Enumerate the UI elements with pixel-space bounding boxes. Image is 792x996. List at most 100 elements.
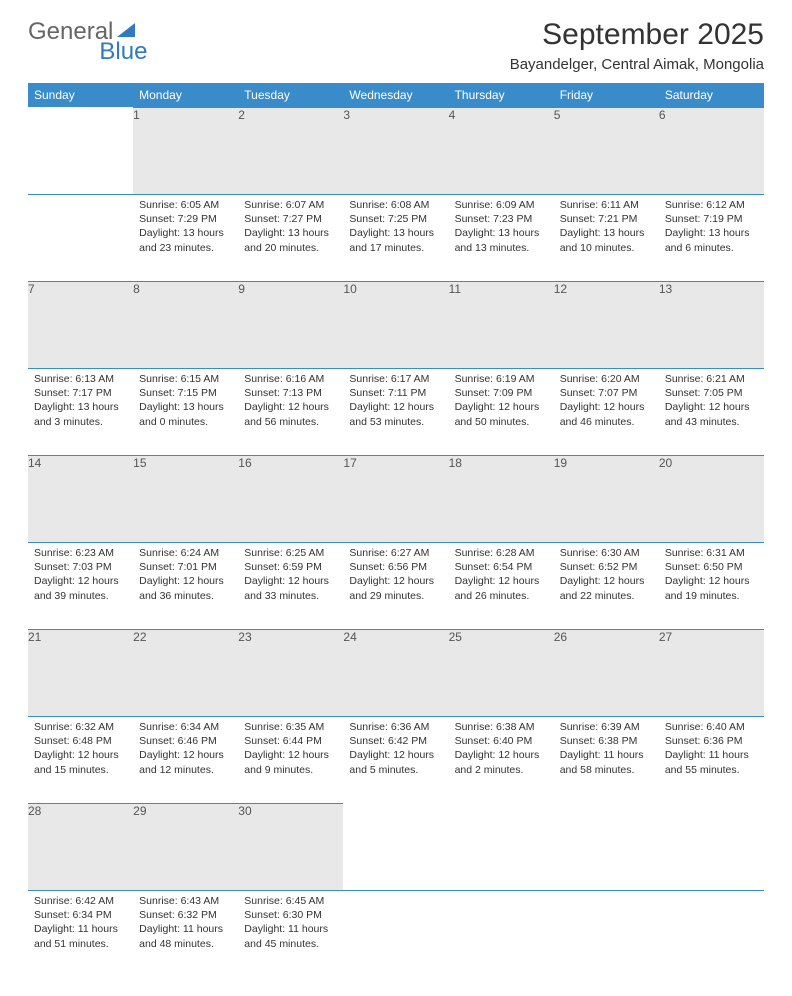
day-number-cell: 26 xyxy=(554,630,659,717)
day-info-cell: Sunrise: 6:09 AMSunset: 7:23 PMDaylight:… xyxy=(449,195,554,282)
day-info: Sunrise: 6:27 AMSunset: 6:56 PMDaylight:… xyxy=(343,543,448,609)
title-block: September 2025 Bayandelger, Central Aima… xyxy=(510,18,764,73)
day-number-cell: 9 xyxy=(238,282,343,369)
day-info-cell: Sunrise: 6:40 AMSunset: 6:36 PMDaylight:… xyxy=(659,717,764,804)
sunrise-text: Sunrise: 6:24 AM xyxy=(139,546,232,560)
day-number-cell: 17 xyxy=(343,456,448,543)
day-info: Sunrise: 6:43 AMSunset: 6:32 PMDaylight:… xyxy=(133,891,238,957)
daylight-text: Daylight: 13 hours and 0 minutes. xyxy=(139,400,232,428)
day-info: Sunrise: 6:42 AMSunset: 6:34 PMDaylight:… xyxy=(28,891,133,957)
day-info-cell xyxy=(28,195,133,282)
brand-logo: General Blue xyxy=(28,18,183,46)
day-info: Sunrise: 6:17 AMSunset: 7:11 PMDaylight:… xyxy=(343,369,448,435)
brand-text-part2: Blue xyxy=(99,38,147,66)
daylight-text: Daylight: 11 hours and 55 minutes. xyxy=(665,748,758,776)
day-info xyxy=(449,891,554,900)
day-number-cell: 7 xyxy=(28,282,133,369)
sunset-text: Sunset: 7:07 PM xyxy=(560,386,653,400)
day-number-cell: 20 xyxy=(659,456,764,543)
weekday-header: Thursday xyxy=(449,83,554,108)
day-number-cell: 8 xyxy=(133,282,238,369)
day-info: Sunrise: 6:28 AMSunset: 6:54 PMDaylight:… xyxy=(449,543,554,609)
daylight-text: Daylight: 12 hours and 5 minutes. xyxy=(349,748,442,776)
day-info: Sunrise: 6:05 AMSunset: 7:29 PMDaylight:… xyxy=(133,195,238,261)
day-number-cell xyxy=(659,804,764,891)
sunset-text: Sunset: 7:11 PM xyxy=(349,386,442,400)
day-info: Sunrise: 6:12 AMSunset: 7:19 PMDaylight:… xyxy=(659,195,764,261)
day-number-row: 21222324252627 xyxy=(28,630,764,717)
day-info-cell: Sunrise: 6:27 AMSunset: 6:56 PMDaylight:… xyxy=(343,543,448,630)
sunrise-text: Sunrise: 6:36 AM xyxy=(349,720,442,734)
day-number-cell: 27 xyxy=(659,630,764,717)
sunrise-text: Sunrise: 6:40 AM xyxy=(665,720,758,734)
sunset-text: Sunset: 7:25 PM xyxy=(349,212,442,226)
daylight-text: Daylight: 12 hours and 19 minutes. xyxy=(665,574,758,602)
sunset-text: Sunset: 7:09 PM xyxy=(455,386,548,400)
day-number-row: 14151617181920 xyxy=(28,456,764,543)
sunset-text: Sunset: 7:29 PM xyxy=(139,212,232,226)
sunset-text: Sunset: 7:03 PM xyxy=(34,560,127,574)
day-number-cell xyxy=(449,804,554,891)
day-info-cell: Sunrise: 6:23 AMSunset: 7:03 PMDaylight:… xyxy=(28,543,133,630)
sunset-text: Sunset: 7:17 PM xyxy=(34,386,127,400)
sunset-text: Sunset: 6:54 PM xyxy=(455,560,548,574)
day-info xyxy=(28,195,133,204)
sunrise-text: Sunrise: 6:15 AM xyxy=(139,372,232,386)
sunrise-text: Sunrise: 6:25 AM xyxy=(244,546,337,560)
sunrise-text: Sunrise: 6:34 AM xyxy=(139,720,232,734)
day-number-cell: 22 xyxy=(133,630,238,717)
day-info: Sunrise: 6:24 AMSunset: 7:01 PMDaylight:… xyxy=(133,543,238,609)
sunrise-text: Sunrise: 6:20 AM xyxy=(560,372,653,386)
sunset-text: Sunset: 7:01 PM xyxy=(139,560,232,574)
sunrise-text: Sunrise: 6:42 AM xyxy=(34,894,127,908)
sunset-text: Sunset: 7:13 PM xyxy=(244,386,337,400)
day-info-row: Sunrise: 6:32 AMSunset: 6:48 PMDaylight:… xyxy=(28,717,764,804)
day-info: Sunrise: 6:07 AMSunset: 7:27 PMDaylight:… xyxy=(238,195,343,261)
sunset-text: Sunset: 6:46 PM xyxy=(139,734,232,748)
day-info-cell: Sunrise: 6:13 AMSunset: 7:17 PMDaylight:… xyxy=(28,369,133,456)
day-info-cell: Sunrise: 6:43 AMSunset: 6:32 PMDaylight:… xyxy=(133,891,238,978)
sunrise-text: Sunrise: 6:17 AM xyxy=(349,372,442,386)
daylight-text: Daylight: 12 hours and 50 minutes. xyxy=(455,400,548,428)
day-info xyxy=(659,891,764,900)
month-title: September 2025 xyxy=(510,18,764,52)
sunset-text: Sunset: 6:32 PM xyxy=(139,908,232,922)
daylight-text: Daylight: 12 hours and 12 minutes. xyxy=(139,748,232,776)
day-number-cell: 28 xyxy=(28,804,133,891)
day-number-cell: 21 xyxy=(28,630,133,717)
day-info-cell: Sunrise: 6:45 AMSunset: 6:30 PMDaylight:… xyxy=(238,891,343,978)
day-info xyxy=(343,891,448,900)
day-info-row: Sunrise: 6:13 AMSunset: 7:17 PMDaylight:… xyxy=(28,369,764,456)
day-number-cell: 11 xyxy=(449,282,554,369)
day-info: Sunrise: 6:20 AMSunset: 7:07 PMDaylight:… xyxy=(554,369,659,435)
daylight-text: Daylight: 11 hours and 45 minutes. xyxy=(244,922,337,950)
daylight-text: Daylight: 13 hours and 3 minutes. xyxy=(34,400,127,428)
day-info-cell: Sunrise: 6:11 AMSunset: 7:21 PMDaylight:… xyxy=(554,195,659,282)
sunrise-text: Sunrise: 6:43 AM xyxy=(139,894,232,908)
day-number-cell: 30 xyxy=(238,804,343,891)
calendar-table: Sunday Monday Tuesday Wednesday Thursday… xyxy=(28,83,764,978)
sunset-text: Sunset: 6:56 PM xyxy=(349,560,442,574)
calendar-page: General Blue September 2025 Bayandelger,… xyxy=(0,0,792,996)
sunrise-text: Sunrise: 6:28 AM xyxy=(455,546,548,560)
day-info: Sunrise: 6:15 AMSunset: 7:15 PMDaylight:… xyxy=(133,369,238,435)
day-info: Sunrise: 6:08 AMSunset: 7:25 PMDaylight:… xyxy=(343,195,448,261)
day-info-cell xyxy=(659,891,764,978)
day-info-cell: Sunrise: 6:20 AMSunset: 7:07 PMDaylight:… xyxy=(554,369,659,456)
sunset-text: Sunset: 7:19 PM xyxy=(665,212,758,226)
daylight-text: Daylight: 13 hours and 17 minutes. xyxy=(349,226,442,254)
day-number-cell: 13 xyxy=(659,282,764,369)
sunset-text: Sunset: 6:34 PM xyxy=(34,908,127,922)
day-number-cell: 4 xyxy=(449,108,554,195)
day-info-cell xyxy=(554,891,659,978)
day-number-cell: 5 xyxy=(554,108,659,195)
day-info: Sunrise: 6:39 AMSunset: 6:38 PMDaylight:… xyxy=(554,717,659,783)
day-info: Sunrise: 6:45 AMSunset: 6:30 PMDaylight:… xyxy=(238,891,343,957)
sunrise-text: Sunrise: 6:16 AM xyxy=(244,372,337,386)
page-header: General Blue September 2025 Bayandelger,… xyxy=(28,18,764,73)
calendar-tbody: 123456Sunrise: 6:05 AMSunset: 7:29 PMDay… xyxy=(28,108,764,978)
day-info-cell: Sunrise: 6:39 AMSunset: 6:38 PMDaylight:… xyxy=(554,717,659,804)
sunset-text: Sunset: 7:21 PM xyxy=(560,212,653,226)
daylight-text: Daylight: 12 hours and 29 minutes. xyxy=(349,574,442,602)
day-number-cell: 29 xyxy=(133,804,238,891)
